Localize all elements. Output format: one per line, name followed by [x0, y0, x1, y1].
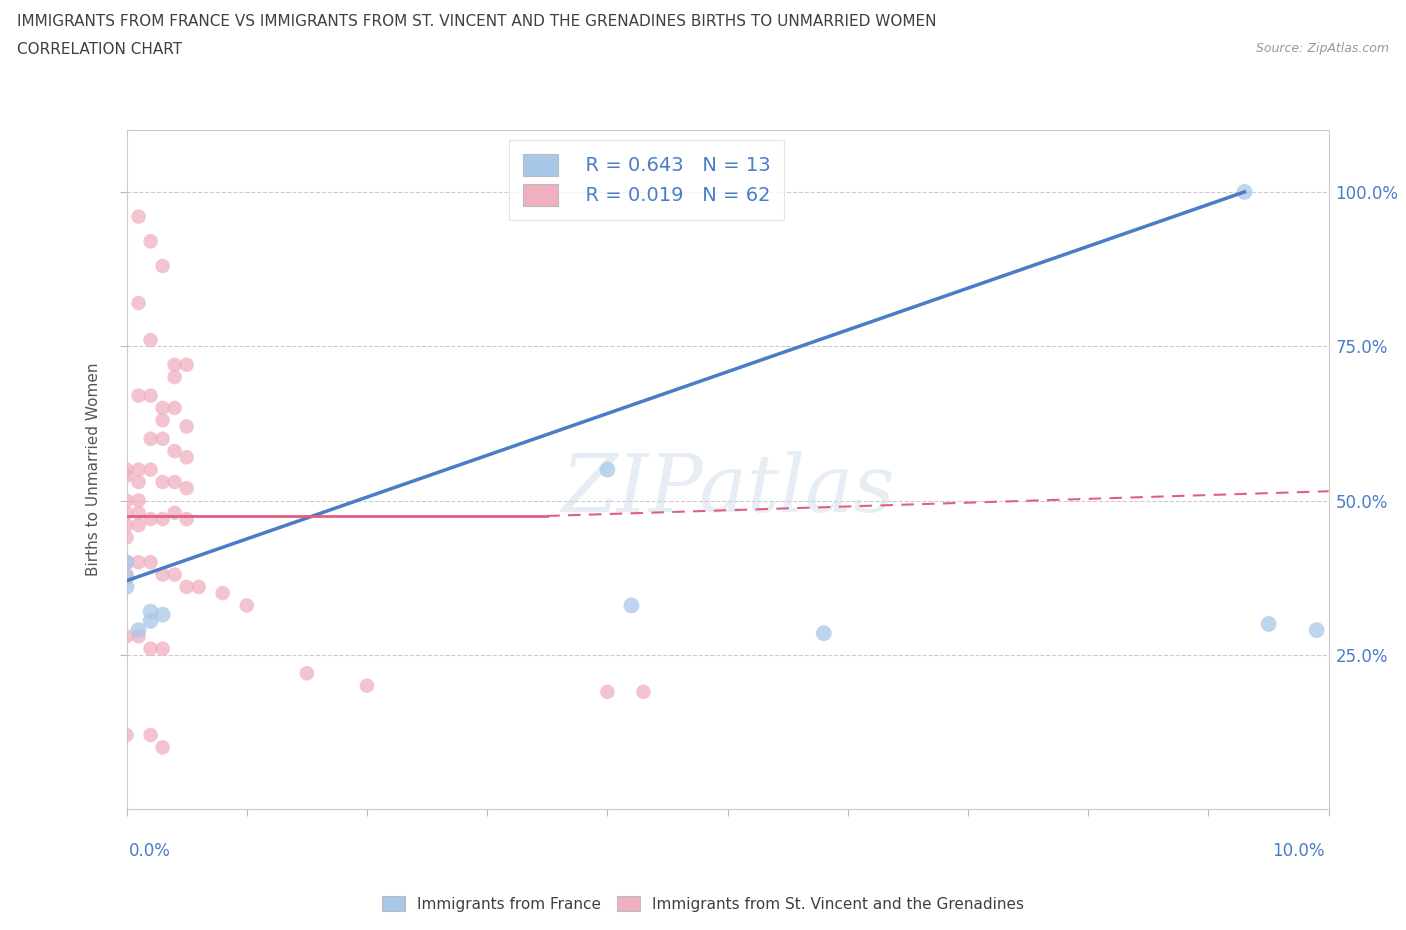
- Text: 0.0%: 0.0%: [129, 842, 172, 859]
- Point: [163, 567, 186, 582]
- Point: [139, 333, 162, 348]
- Point: [176, 450, 198, 465]
- Point: [187, 579, 209, 594]
- Y-axis label: Births to Unmarried Women: Births to Unmarried Women: [86, 363, 101, 577]
- Point: [128, 518, 150, 533]
- Point: [176, 579, 198, 594]
- Point: [115, 570, 138, 585]
- Point: [139, 512, 162, 526]
- Point: [128, 493, 150, 508]
- Point: [139, 604, 162, 619]
- Point: [115, 462, 138, 477]
- Point: [356, 678, 378, 693]
- Point: [596, 462, 619, 477]
- Text: IMMIGRANTS FROM FRANCE VS IMMIGRANTS FROM ST. VINCENT AND THE GRENADINES BIRTHS : IMMIGRANTS FROM FRANCE VS IMMIGRANTS FRO…: [17, 14, 936, 29]
- Point: [596, 684, 619, 699]
- Text: CORRELATION CHART: CORRELATION CHART: [17, 42, 181, 57]
- Point: [176, 419, 198, 434]
- Text: Source: ZipAtlas.com: Source: ZipAtlas.com: [1256, 42, 1389, 55]
- Point: [139, 727, 162, 742]
- Point: [128, 623, 150, 638]
- Point: [152, 401, 174, 416]
- Point: [176, 512, 198, 526]
- Point: [163, 474, 186, 489]
- Point: [176, 357, 198, 372]
- Point: [152, 567, 174, 582]
- Point: [128, 555, 150, 570]
- Point: [128, 296, 150, 311]
- Point: [115, 579, 138, 594]
- Point: [152, 607, 174, 622]
- Point: [163, 505, 186, 520]
- Point: [211, 586, 233, 601]
- Point: [163, 369, 186, 384]
- Point: [176, 481, 198, 496]
- Point: [115, 469, 138, 484]
- Point: [128, 629, 150, 644]
- Point: [152, 641, 174, 656]
- Point: [633, 684, 655, 699]
- Point: [115, 555, 138, 570]
- Point: [152, 413, 174, 428]
- Point: [115, 567, 138, 582]
- Point: [152, 474, 174, 489]
- Point: [115, 493, 138, 508]
- Point: [152, 259, 174, 273]
- Point: [128, 505, 150, 520]
- Point: [620, 598, 643, 613]
- Point: [139, 614, 162, 629]
- Point: [115, 518, 138, 533]
- Point: [128, 474, 150, 489]
- Point: [128, 209, 150, 224]
- Point: [115, 555, 138, 570]
- Point: [813, 626, 835, 641]
- Point: [139, 233, 162, 248]
- Point: [128, 388, 150, 403]
- Point: [139, 432, 162, 446]
- Point: [163, 357, 186, 372]
- Point: [139, 462, 162, 477]
- Point: [128, 462, 150, 477]
- Text: 10.0%: 10.0%: [1272, 842, 1324, 859]
- Point: [139, 555, 162, 570]
- Point: [152, 512, 174, 526]
- Point: [1305, 623, 1327, 638]
- Point: [1257, 617, 1279, 631]
- Point: [152, 432, 174, 446]
- Point: [115, 727, 138, 742]
- Point: [115, 629, 138, 644]
- Point: [152, 740, 174, 755]
- Point: [115, 505, 138, 520]
- Legend:   R = 0.643   N = 13,   R = 0.019   N = 62: R = 0.643 N = 13, R = 0.019 N = 62: [509, 140, 785, 219]
- Point: [235, 598, 259, 613]
- Point: [163, 444, 186, 458]
- Point: [1233, 184, 1256, 199]
- Point: [139, 388, 162, 403]
- Point: [163, 401, 186, 416]
- Legend: Immigrants from France, Immigrants from St. Vincent and the Grenadines: Immigrants from France, Immigrants from …: [377, 889, 1029, 918]
- Point: [139, 641, 162, 656]
- Point: [295, 666, 318, 681]
- Point: [115, 530, 138, 545]
- Text: ZIPatlas: ZIPatlas: [561, 451, 894, 529]
